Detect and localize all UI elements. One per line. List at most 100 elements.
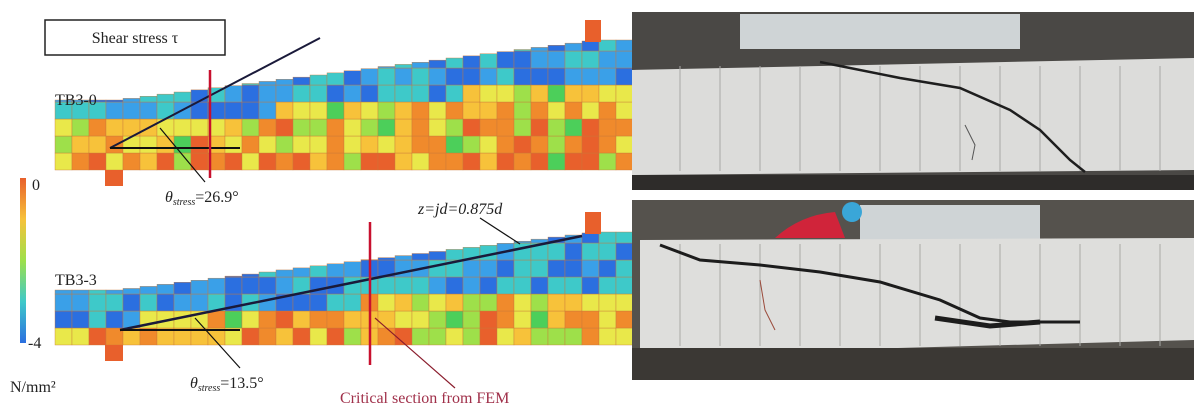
mesh-cell: [446, 68, 463, 85]
mesh-cell: [565, 102, 582, 119]
mesh-cell: [395, 311, 412, 328]
mesh-cell: [429, 119, 446, 136]
mesh-cell: [616, 294, 633, 311]
mesh-cell: [497, 328, 514, 345]
mesh-cell: [463, 119, 480, 136]
mesh-cell: [174, 282, 191, 294]
mesh-cell: [429, 68, 446, 85]
mesh-cell: [106, 119, 123, 136]
mesh-cell: [599, 153, 616, 170]
mesh-cell: [395, 102, 412, 119]
mesh-cell: [514, 51, 531, 68]
mesh-cell: [565, 328, 582, 345]
mesh-cell: [276, 119, 293, 136]
column-stub: [585, 20, 601, 42]
mesh-cell: [395, 277, 412, 294]
mesh-cell: [191, 119, 208, 136]
mesh-cell: [463, 294, 480, 311]
mesh-cell: [123, 136, 140, 153]
mesh-cell: [106, 136, 123, 153]
mesh-cell: [344, 262, 361, 277]
mesh-cell: [616, 102, 633, 119]
mesh-cell: [514, 102, 531, 119]
mesh-cell: [157, 94, 174, 102]
mesh-cell: [497, 260, 514, 277]
mesh-cell: [174, 92, 191, 102]
mesh-cell: [140, 102, 157, 119]
mesh-cell: [599, 51, 616, 68]
mesh-cell: [599, 85, 616, 102]
mesh-cell: [463, 153, 480, 170]
mesh-cell: [429, 328, 446, 345]
mesh-cell: [106, 153, 123, 170]
critical-section-label: Critical section from FEM: [340, 390, 509, 407]
mesh-cell: [599, 277, 616, 294]
mesh-cell: [412, 254, 429, 260]
mesh-cell: [344, 328, 361, 345]
mesh-cell: [531, 136, 548, 153]
mesh-cell: [599, 68, 616, 85]
mesh-cell: [616, 153, 633, 170]
mesh-cell: [616, 243, 633, 260]
mesh-cell: [548, 102, 565, 119]
mesh-cell: [565, 294, 582, 311]
mesh-cell: [412, 328, 429, 345]
mesh-cell: [327, 328, 344, 345]
mesh-cell: [123, 288, 140, 294]
colorbar: [20, 178, 26, 343]
mesh-cell: [157, 136, 174, 153]
mesh-cell: [293, 119, 310, 136]
photo-tb3-0: [632, 12, 1194, 190]
mesh-cell: [225, 136, 242, 153]
mesh-cell: [361, 153, 378, 170]
mesh-cell: [446, 85, 463, 102]
mesh-cell: [310, 294, 327, 311]
mesh-cell: [582, 68, 599, 85]
mesh-cell: [72, 328, 89, 345]
mesh-cell: [140, 96, 157, 102]
mesh-cell: [480, 294, 497, 311]
mesh-cell: [616, 40, 633, 51]
panel-label: TB3-3: [55, 272, 97, 289]
mesh-cell: [599, 260, 616, 277]
mesh-cell: [514, 153, 531, 170]
mesh-cell: [327, 264, 344, 277]
mesh-cell: [582, 51, 599, 68]
mesh-cell: [412, 102, 429, 119]
mesh-cell: [293, 136, 310, 153]
mesh-cell: [531, 260, 548, 277]
mesh-cell: [599, 294, 616, 311]
mesh-cell: [89, 153, 106, 170]
mesh-cell: [225, 102, 242, 119]
mesh-cell: [463, 328, 480, 345]
mesh-cell: [565, 85, 582, 102]
mesh-cell: [531, 311, 548, 328]
mesh-cell: [293, 102, 310, 119]
mesh-cell: [514, 328, 531, 345]
mesh-cell: [548, 311, 565, 328]
mesh-cell: [225, 276, 242, 277]
angle-label: θstress=26.9°: [165, 189, 239, 208]
mesh-cell: [616, 51, 633, 68]
mesh-cell: [344, 277, 361, 294]
mesh-cell: [106, 311, 123, 328]
mesh-cell: [582, 153, 599, 170]
mesh-cell: [225, 277, 242, 294]
mesh-cell: [208, 311, 225, 328]
mesh-cell: [599, 328, 616, 345]
mesh-cell: [378, 153, 395, 170]
mesh-cell: [344, 294, 361, 311]
mesh-cell: [531, 68, 548, 85]
mesh-cell: [514, 50, 531, 52]
mesh-cell: [89, 290, 106, 294]
mesh-cell: [242, 328, 259, 345]
mesh-cell: [293, 268, 310, 277]
mesh-cell: [463, 102, 480, 119]
mesh-cell: [599, 311, 616, 328]
mesh-cell: [327, 294, 344, 311]
mesh-cell: [293, 153, 310, 170]
mesh-cell: [361, 85, 378, 102]
mesh-cell: [55, 290, 72, 294]
mesh-cell: [276, 270, 293, 277]
mesh-cell: [463, 277, 480, 294]
